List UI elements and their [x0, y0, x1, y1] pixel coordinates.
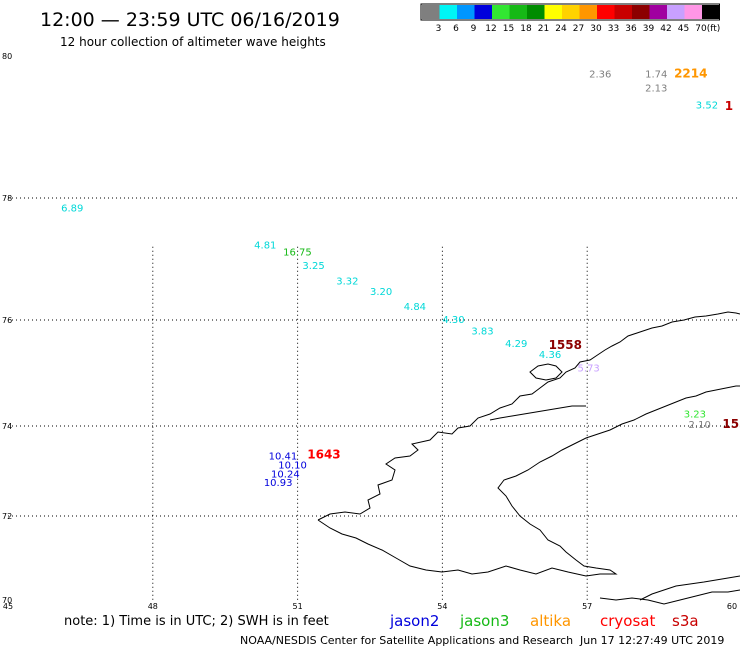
- color-legend-label: 6: [453, 24, 459, 34]
- color-legend-label: 45: [678, 24, 689, 34]
- color-legend-label: 21: [538, 24, 549, 34]
- map-plot-area: 2.36 1.74 2.13 3.52 6.89 4.81 16.75 3.25 3.32 3.2…: [2, 52, 740, 611]
- wave-height-color-legend: 3 6 9 12 15 18 21 24 27 30 33 36 39 42 45 70 (ft): [420, 3, 721, 34]
- swh-value-label: 2.36: [589, 69, 611, 80]
- swh-value-label: 4.29: [505, 339, 527, 350]
- latitude-tick-label: 74: [2, 422, 12, 431]
- pass-time-label: 1: [725, 99, 733, 113]
- satellite-legend-jason2: jason2: [389, 612, 439, 630]
- longitude-tick-label: 45: [3, 602, 13, 611]
- swh-observations: 2.36 1.74 2.13 3.52 6.89 4.81 16.75 3.25 3.32 3.2…: [61, 69, 718, 489]
- color-legend-swatch: [562, 5, 580, 19]
- satellite-legend-cryosat: cryosat: [600, 612, 655, 630]
- swh-value-label: 4.81: [254, 241, 276, 252]
- swh-value-label: 4.84: [404, 302, 426, 313]
- satellite-legend-altika: altika: [530, 612, 571, 630]
- color-legend-label: 18: [520, 24, 532, 34]
- footer-timestamp: Jun 17 12:27:49 UTC 2019: [579, 634, 724, 647]
- color-legend-label: 42: [660, 24, 671, 34]
- swh-value-label: 10.41: [269, 451, 298, 462]
- swh-value-label: 10.93: [264, 478, 293, 489]
- pass-time-labels: 2214 1 1558 1643 155: [307, 66, 740, 461]
- novaya-zemlya-coastline: [317, 311, 740, 605]
- satellite-legend-jason3: jason3: [459, 612, 509, 630]
- swh-value-label: 5.73: [578, 363, 600, 374]
- color-legend-swatch: [667, 5, 685, 19]
- swh-value-label: 3.32: [336, 277, 358, 288]
- satellite-legend-s3a: s3a: [672, 612, 699, 630]
- swh-value-label: 4.36: [539, 350, 561, 361]
- footer-credit: NOAA/NESDIS Center for Satellite Applica…: [240, 634, 573, 647]
- color-legend-swatch: [474, 5, 492, 19]
- color-legend-swatch: [702, 5, 720, 19]
- color-legend-label: 33: [608, 24, 619, 34]
- swh-value-label: 3.25: [302, 261, 324, 272]
- pass-time-label: 2214: [674, 66, 707, 80]
- footer-note: note: 1) Time is in UTC; 2) SWH is in fe…: [64, 614, 329, 629]
- color-legend-label: 30: [590, 24, 602, 34]
- swh-value-label: 2.13: [645, 84, 667, 95]
- latitude-tick-label: 72: [2, 512, 12, 521]
- pass-time-label: 155: [722, 417, 740, 431]
- color-legend-label: 3: [436, 24, 442, 34]
- color-legend-swatch: [597, 5, 615, 19]
- island-bay-detail: [529, 363, 563, 381]
- color-legend-swatch: [684, 5, 702, 19]
- color-legend-swatch: [614, 5, 632, 19]
- swh-value-label: 10.24: [271, 469, 300, 480]
- color-legend-swatch: [509, 5, 527, 19]
- color-legend-swatch: [632, 5, 650, 19]
- swh-value-label: 3.52: [696, 101, 718, 112]
- color-legend-label: 36: [625, 24, 637, 34]
- color-legend-label: 27: [573, 24, 584, 34]
- longitude-tick-label: 60: [727, 602, 737, 611]
- color-legend-label: 70: [695, 24, 707, 34]
- color-legend-label: 15: [503, 24, 514, 34]
- color-legend-swatch: [457, 5, 475, 19]
- color-legend-swatch: [579, 5, 597, 19]
- color-legend-swatch: [527, 5, 545, 19]
- swh-value-label: 1.74: [645, 69, 667, 80]
- graticule: [8, 197, 740, 600]
- swh-value-label: 6.89: [61, 203, 83, 214]
- latitude-tick-label: 78: [2, 194, 12, 203]
- swh-value-label: 3.23: [684, 410, 706, 421]
- latitude-tick-label: 80: [2, 52, 12, 61]
- color-legend-unit: (ft): [707, 24, 721, 34]
- matochkin-shar-strait: [489, 405, 586, 421]
- color-legend-swatch: [422, 5, 440, 19]
- map-subtitle: 12 hour collection of altimeter wave hei…: [60, 35, 326, 49]
- satellite-legend: jason2 jason3 altika cryosat s3a: [389, 612, 699, 630]
- pass-time-label: 1558: [549, 338, 582, 352]
- color-legend-swatch: [439, 5, 457, 19]
- swh-value-label: 16.75: [283, 247, 312, 258]
- color-legend-swatch: [649, 5, 667, 19]
- axis-tick-labels: 45 48 51 54 57 60 80 78 76 74 72 70: [2, 52, 737, 611]
- swh-value-label: 2.10: [689, 420, 711, 431]
- color-legend-swatch: [492, 5, 510, 19]
- coastline-south-island: [317, 311, 740, 521]
- latitude-tick-label: 76: [2, 316, 12, 325]
- longitude-tick-label: 48: [148, 602, 158, 611]
- map-title: 12:00 — 23:59 UTC 06/16/2019: [40, 9, 340, 31]
- color-legend-label: 39: [643, 24, 655, 34]
- swh-value-label: 10.10: [278, 460, 307, 471]
- swh-value-label: 3.83: [471, 326, 493, 337]
- color-legend-label: 24: [555, 24, 567, 34]
- coastline-south-east: [317, 385, 740, 577]
- pass-time-label: 1643: [307, 447, 340, 461]
- swh-value-label: 3.20: [370, 287, 392, 298]
- swh-value-label: 4.30: [442, 315, 464, 326]
- color-legend-label: 12: [485, 24, 496, 34]
- longitude-tick-label: 51: [293, 602, 303, 611]
- vaygach-island: [639, 575, 740, 601]
- longitude-tick-label: 54: [437, 602, 447, 611]
- color-legend-label: 9: [471, 24, 477, 34]
- longitude-tick-label: 57: [582, 602, 592, 611]
- mainland-coast: [599, 589, 740, 605]
- latitude-tick-label: 70: [2, 596, 12, 605]
- color-legend-swatch: [544, 5, 562, 19]
